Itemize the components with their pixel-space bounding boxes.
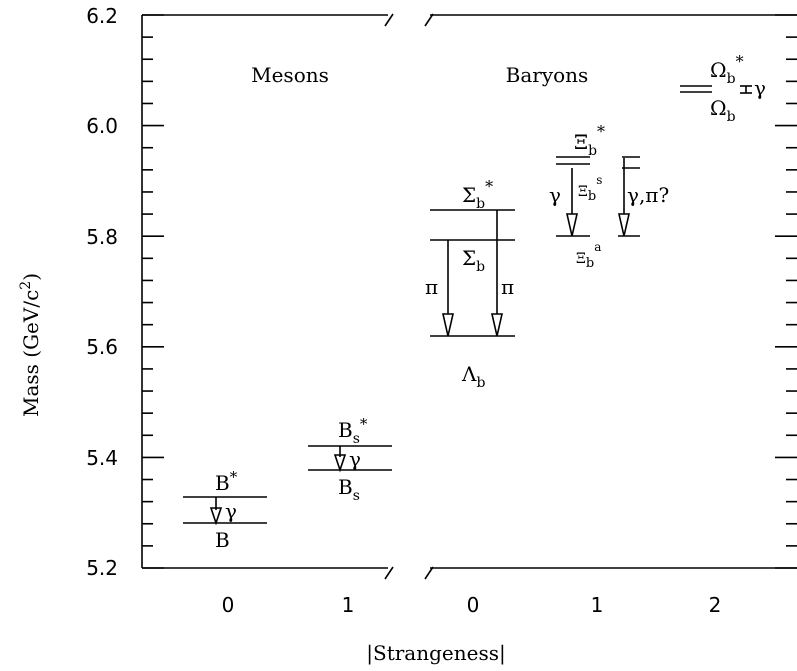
arrow-head: [565, 213, 579, 237]
y-tick-label: 6.0: [86, 114, 118, 138]
x-tick-label: 0: [222, 593, 235, 617]
mesons-panel-frame: [141, 13, 394, 580]
label-omega-b-star: Ωb*: [710, 52, 744, 87]
y-axis-ticks: [142, 14, 797, 569]
label-bs: Bs: [338, 475, 360, 504]
arrow-head: [617, 213, 631, 237]
x-tick-label: 1: [591, 593, 604, 617]
label-sigma-b: Σb: [462, 246, 485, 275]
label-gamma: γ: [349, 447, 361, 471]
y-tick-label: 6.2: [86, 4, 118, 28]
label-b-star: B*: [215, 468, 238, 495]
omega-column: Ωb* Ωb γ: [680, 52, 766, 125]
y-tick-label: 5.6: [86, 335, 118, 359]
label-pi: π: [501, 275, 514, 299]
arrow-head: [209, 507, 223, 526]
baryons-header: Baryons: [506, 63, 589, 87]
x-tick-label: 1: [342, 593, 355, 617]
label-gamma: γ: [754, 76, 766, 100]
b-meson-column: B* γ B: [183, 468, 267, 552]
arrow-head: [333, 454, 347, 473]
y-tick-label: 5.4: [86, 446, 118, 470]
y-tick-label: 5.2: [86, 556, 118, 580]
label-xi-b-star: Ξb*: [574, 122, 605, 159]
label-b: B: [215, 528, 230, 552]
mesons-header: Mesons: [251, 63, 329, 87]
sigma-lambda-column: Σb* Σb π π Λb: [425, 177, 515, 391]
x-tick-label: 2: [709, 593, 722, 617]
label-lambda-b: Λb: [461, 362, 485, 391]
y-axis-title: Mass (GeV/c2): [18, 273, 43, 417]
x-axis-title: |Strangeness|: [366, 641, 505, 666]
x-tick-label: 0: [467, 593, 480, 617]
label-sigma-b-star: Σb*: [462, 177, 493, 212]
label-gamma: γ: [225, 499, 237, 523]
label-xi-b: Ξba: [576, 240, 601, 271]
label-xi-b-prime: Ξbs: [578, 173, 602, 204]
label-gamma-pi: γ,π?: [627, 183, 669, 207]
xi-column: Ξb* Ξbs γ γ,π? Ξba: [549, 122, 669, 271]
bs-meson-column: Bs* γ Bs: [308, 415, 392, 504]
y-tick-label: 5.8: [86, 225, 118, 249]
label-bs-star: Bs*: [338, 415, 368, 447]
arrow-head: [490, 313, 504, 337]
label-omega-b: Ωb: [710, 96, 736, 125]
label-gamma: γ: [549, 183, 561, 207]
arrow-head: [441, 313, 455, 337]
label-pi: π: [425, 275, 438, 299]
baryons-panel-frame: [424, 13, 797, 580]
